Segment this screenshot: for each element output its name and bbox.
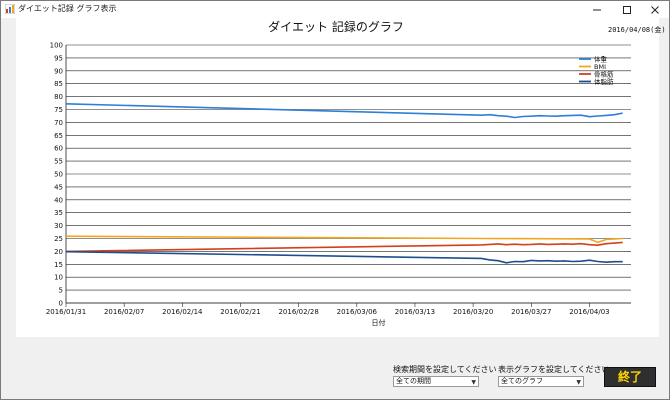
y-tick-label: 50 bbox=[54, 171, 63, 179]
chevron-down-icon: ▼ bbox=[471, 379, 476, 386]
x-tick-label: 2016/03/13 bbox=[395, 308, 435, 316]
y-tick-label: 40 bbox=[54, 196, 63, 204]
legend-label: 骨格筋 bbox=[594, 70, 614, 79]
x-tick-label: 2016/02/21 bbox=[220, 308, 260, 316]
x-tick-label: 2016/03/20 bbox=[453, 308, 493, 316]
y-tick-label: 20 bbox=[54, 248, 63, 256]
x-axis-label: 日付 bbox=[372, 318, 386, 327]
legend-label: 体重 bbox=[594, 55, 608, 64]
period-label: 検索期間を設定してください bbox=[393, 365, 497, 374]
graph-label: 表示グラフを設定してください bbox=[498, 365, 610, 374]
chart-title: ダイエット 記録のグラフ bbox=[268, 20, 404, 34]
chevron-down-icon: ▼ bbox=[576, 379, 581, 386]
series-line-4 bbox=[65, 250, 623, 264]
y-tick-label: 45 bbox=[54, 183, 63, 191]
x-tick-label: 2016/04/03 bbox=[569, 308, 609, 316]
current-date: 2016/04/08(金) bbox=[608, 26, 666, 34]
y-tick-label: 100 bbox=[50, 42, 63, 50]
y-tick-label: 95 bbox=[54, 54, 63, 62]
title-bar: ダイエット記録 グラフ表示 bbox=[1, 1, 669, 18]
maximize-icon bbox=[623, 5, 631, 14]
y-tick-label: 15 bbox=[54, 261, 63, 269]
chart-area bbox=[16, 18, 659, 337]
legend-label: BMI bbox=[594, 63, 606, 71]
end-button[interactable]: 終了 bbox=[604, 367, 656, 387]
x-tick-label: 2016/03/06 bbox=[337, 308, 378, 316]
y-tick-label: 65 bbox=[54, 132, 63, 140]
series-line-2 bbox=[65, 235, 623, 244]
y-tick-label: 70 bbox=[54, 119, 63, 127]
y-tick-label: 85 bbox=[54, 80, 63, 88]
period-select-value: 全ての期間 bbox=[396, 377, 431, 385]
y-tick-label: 25 bbox=[54, 235, 63, 243]
series-line-1 bbox=[65, 103, 623, 119]
y-tick-label: 35 bbox=[54, 209, 63, 217]
line-chart: 0 5 10 15 20 25 30 35 40 45 50 55 60 65 70 75 80 85 90 95 10… bbox=[46, 42, 631, 327]
x-tick-label: 2016/03/27 bbox=[511, 308, 551, 316]
maximize-button[interactable] bbox=[613, 1, 641, 18]
minimize-icon bbox=[593, 9, 601, 10]
period-select[interactable]: 全ての期間 ▼ bbox=[393, 376, 479, 387]
x-tick-label: 2016/02/07 bbox=[104, 308, 144, 316]
y-tick-label: 80 bbox=[54, 93, 63, 101]
legend-label: 体脂肪 bbox=[594, 77, 614, 86]
y-tick-label: 10 bbox=[54, 274, 63, 282]
close-icon bbox=[651, 5, 659, 14]
window-title: ダイエット記録 グラフ表示 bbox=[18, 4, 117, 13]
close-button[interactable] bbox=[641, 1, 669, 18]
x-tick-label: 2016/02/28 bbox=[278, 308, 318, 316]
graph-select[interactable]: 全てのグラフ ▼ bbox=[498, 376, 584, 387]
x-tick-label: 2016/02/14 bbox=[162, 308, 203, 316]
x-tick-label: 2016/01/31 bbox=[46, 308, 86, 316]
minimize-button[interactable] bbox=[583, 1, 611, 18]
series-line-3 bbox=[65, 241, 623, 253]
graph-select-value: 全てのグラフ bbox=[501, 377, 543, 385]
y-tick-label: 60 bbox=[54, 145, 63, 153]
y-tick-label: 5 bbox=[59, 287, 63, 295]
app-icon bbox=[5, 4, 15, 14]
y-tick-label: 55 bbox=[54, 158, 63, 166]
y-tick-label: 75 bbox=[54, 106, 63, 114]
y-tick-label: 30 bbox=[54, 222, 63, 230]
y-tick-label: 90 bbox=[54, 67, 63, 75]
y-tick-label: 0 bbox=[59, 300, 63, 308]
